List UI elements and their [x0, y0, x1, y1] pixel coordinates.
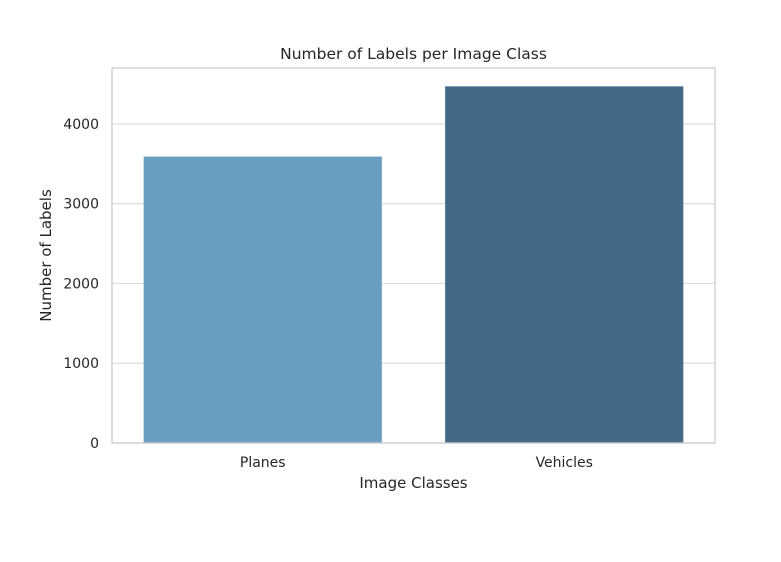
plot-frame: [111, 67, 716, 444]
x-tick-labels: Planes Vehicles: [240, 455, 593, 471]
y-tick-label: 3000: [63, 197, 99, 213]
bars: [143, 86, 684, 443]
x-tick-label: Vehicles: [536, 455, 593, 471]
chart-title: Number of Labels per Image Class: [280, 45, 547, 63]
y-tick-labels: 0 1000 2000 3000 4000: [63, 117, 99, 452]
x-tick-label: Planes: [240, 455, 286, 471]
y-axis-label: Number of Labels: [37, 189, 55, 322]
x-axis-label: Image Classes: [359, 474, 467, 492]
y-tick-label: 4000: [63, 117, 99, 133]
bar-vehicles: [445, 86, 684, 443]
y-tick-label: 0: [90, 436, 99, 452]
y-tick-label: 1000: [63, 356, 99, 372]
y-tick-label: 2000: [63, 276, 99, 292]
bar-planes: [143, 156, 382, 443]
